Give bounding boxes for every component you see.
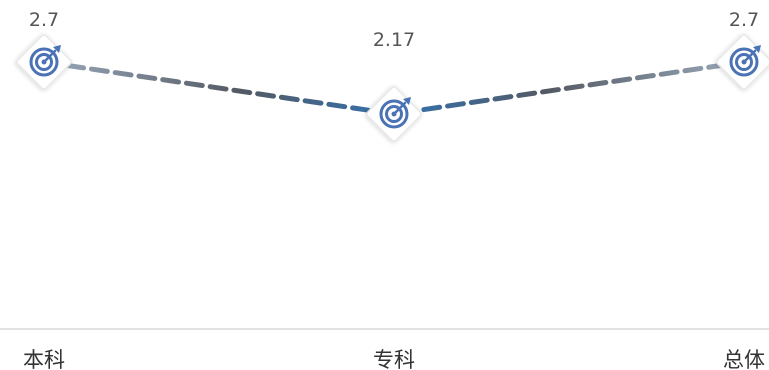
x-tick-label: 总体: [723, 348, 765, 370]
x-tick-label: 专科: [373, 348, 415, 370]
data-label: 2.7: [729, 9, 759, 31]
data-label: 2.17: [373, 29, 415, 51]
data-label: 2.7: [29, 9, 59, 31]
markers: [16, 34, 769, 142]
target-icon-marker: [16, 34, 72, 90]
target-icon-marker: [716, 34, 769, 90]
target-icon-marker: [366, 86, 422, 142]
x-axis: 本科 专科 总体: [0, 328, 769, 370]
data-labels: 2.7 2.17 2.7: [29, 9, 759, 51]
x-tick-label: 本科: [23, 348, 65, 370]
